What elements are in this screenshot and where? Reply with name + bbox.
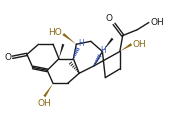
Text: H: H [100, 46, 106, 55]
Polygon shape [120, 43, 132, 51]
Text: OH: OH [38, 99, 51, 108]
Text: O: O [106, 14, 113, 23]
Text: HO: HO [48, 28, 62, 37]
Text: O: O [5, 53, 12, 62]
Text: OH: OH [133, 40, 147, 49]
Text: H: H [79, 39, 84, 48]
Text: OH: OH [150, 18, 164, 27]
Polygon shape [43, 83, 53, 97]
Polygon shape [62, 33, 76, 44]
Polygon shape [59, 44, 64, 59]
Polygon shape [102, 38, 114, 51]
